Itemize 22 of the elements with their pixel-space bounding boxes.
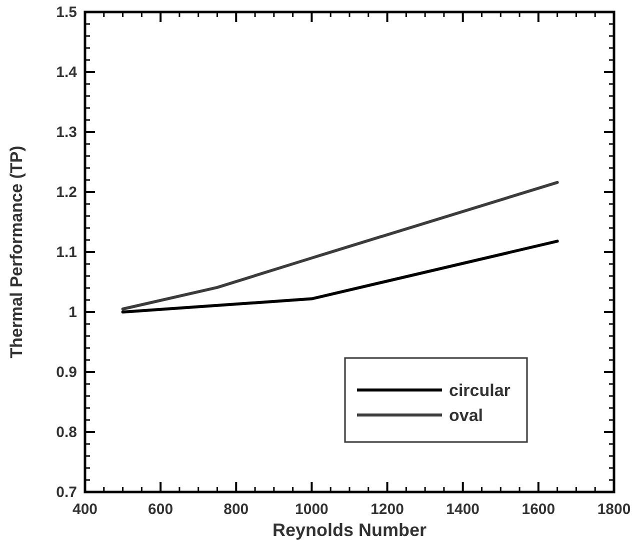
y-tick-label: 1.5 xyxy=(56,4,77,21)
x-tick-label: 1200 xyxy=(370,501,404,518)
y-tick-label: 1.4 xyxy=(56,64,78,81)
x-tick-label: 1800 xyxy=(597,501,631,518)
y-tick-label: 1.3 xyxy=(56,124,77,141)
y-tick-label: 0.7 xyxy=(56,484,77,501)
y-axis-title: Thermal Performance (TP) xyxy=(7,146,26,358)
x-tick-label: 400 xyxy=(72,501,98,518)
y-tick-label: 1.2 xyxy=(56,184,77,201)
y-tick-label: 1.1 xyxy=(56,244,77,261)
x-tick-label: 600 xyxy=(148,501,174,518)
legend-label: circular xyxy=(449,381,511,400)
y-tick-label: 0.8 xyxy=(56,424,77,441)
line-series xyxy=(121,180,559,310)
x-axis-title: Reynolds Number xyxy=(272,520,427,540)
x-tick-label: 1000 xyxy=(295,501,328,518)
x-tick-label: 800 xyxy=(224,501,249,518)
y-tick-label: 1 xyxy=(68,304,77,321)
x-tick-label: 1400 xyxy=(446,501,480,518)
legend-label: oval xyxy=(449,406,484,425)
y-tick-label: 0.9 xyxy=(56,364,77,381)
x-tick-label: 1600 xyxy=(522,501,556,518)
